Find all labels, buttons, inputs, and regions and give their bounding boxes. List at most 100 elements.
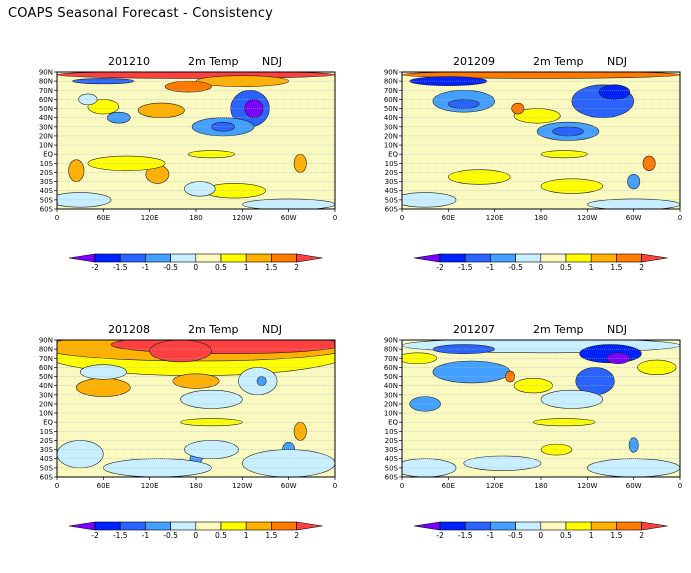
x-tick-label: 60E xyxy=(442,214,455,222)
colorbar-label: 1.5 xyxy=(610,531,622,540)
y-tick-label: 20N xyxy=(39,400,53,408)
colorbar: -2 -1.5 -1 -0.5 0 0.5 1 1.5 2 xyxy=(413,521,668,540)
colorbar-box xyxy=(220,521,247,531)
anomaly-region xyxy=(137,102,185,118)
map-panel-201208: 201208 2m Temp NDJ 90N 80N 70N 60N 50N 40N 30N… xyxy=(0,323,340,573)
colorbar-label: -1 xyxy=(487,263,495,272)
colorbar-box xyxy=(145,521,171,531)
y-tick-label: 60N xyxy=(39,364,53,372)
y-tick-label: 50N xyxy=(384,373,398,381)
y-tick-label: 50S xyxy=(385,464,399,472)
colorbar-label: 2 xyxy=(294,263,299,272)
y-tick-label: 40N xyxy=(39,114,53,122)
init-date: 201209 xyxy=(453,55,495,68)
y-tick-label: 70N xyxy=(39,355,53,363)
colorbar-box xyxy=(590,253,617,263)
anomaly-region xyxy=(448,99,480,109)
colorbar-arrow-low xyxy=(68,521,96,531)
y-tick-label: 50N xyxy=(39,105,53,113)
init-date: 201207 xyxy=(453,323,495,336)
colorbar: -2 -1.5 -1 -0.5 0 0.5 1 1.5 2 xyxy=(413,253,668,272)
colorbar-label: 0 xyxy=(538,531,543,540)
colorbar-label: 0.5 xyxy=(560,531,572,540)
anomaly-region xyxy=(76,378,131,397)
y-tick-label: 40S xyxy=(385,187,399,195)
y-tick-label: 30S xyxy=(385,178,399,186)
x-tick-label: 180 xyxy=(534,482,547,490)
colorbar-label: -1.5 xyxy=(458,263,473,272)
anomaly-region xyxy=(106,111,131,124)
anomaly-field xyxy=(57,340,335,477)
anomaly-region xyxy=(432,360,511,384)
y-tick-label: 60S xyxy=(40,474,54,482)
x-tick-label: 120E xyxy=(486,482,504,490)
colorbar-label: 0.5 xyxy=(215,263,227,272)
y-tick-label: 10S xyxy=(40,428,54,436)
x-tick-label: 60E xyxy=(442,482,455,490)
y-tick-label: 60S xyxy=(385,474,399,482)
y-tick-label: 20S xyxy=(385,169,399,177)
colorbar-label: 1 xyxy=(244,531,249,540)
anomaly-field xyxy=(402,340,680,477)
x-tick-label: 60W xyxy=(281,214,297,222)
y-tick-label: 60S xyxy=(40,206,54,214)
variable-label: 2m Temp xyxy=(533,55,584,68)
x-tick-label: 60W xyxy=(626,214,642,222)
x-tick-label: 120W xyxy=(577,482,597,490)
x-tick-label: 60E xyxy=(97,482,110,490)
colorbar-arrow-low xyxy=(413,253,441,263)
y-tick-label: 10S xyxy=(385,160,399,168)
colorbar-box xyxy=(145,253,171,263)
colorbar-label: 1.5 xyxy=(265,531,277,540)
x-tick-label: 120W xyxy=(577,214,597,222)
y-tick-label: 30N xyxy=(39,391,53,399)
colorbar-box xyxy=(616,521,642,531)
colorbar-label: 0.5 xyxy=(215,531,227,540)
colorbar-label: -1.5 xyxy=(113,263,128,272)
colorbar-box xyxy=(170,521,197,531)
y-tick-label: 50S xyxy=(385,196,399,204)
colorbar-label: -1.5 xyxy=(458,531,473,540)
colorbar-box xyxy=(565,521,592,531)
y-tick-label: EQ xyxy=(43,419,53,427)
x-tick-label: 180 xyxy=(189,214,202,222)
colorbar-box xyxy=(439,521,466,531)
anomaly-region xyxy=(184,181,216,197)
colorbar-label: 0 xyxy=(538,263,543,272)
anomaly-region xyxy=(164,80,212,93)
y-tick-label: EQ xyxy=(388,419,398,427)
colorbar: -2 -1.5 -1 -0.5 0 0.5 1 1.5 2 xyxy=(68,521,323,540)
y-tick-label: 30N xyxy=(39,123,53,131)
x-tick-label: 60E xyxy=(97,214,110,222)
y-tick-label: 20S xyxy=(40,169,54,177)
x-tick-label: 0 xyxy=(400,482,404,490)
colorbar-label: -0.5 xyxy=(163,263,178,272)
anomaly-region xyxy=(627,173,641,190)
colorbar-box xyxy=(439,253,466,263)
colorbar-label: -2 xyxy=(91,531,99,540)
anomaly-region xyxy=(513,108,561,124)
y-tick-label: 30N xyxy=(384,123,398,131)
colorbar-box xyxy=(515,253,542,263)
y-tick-label: 60N xyxy=(384,96,398,104)
colorbar-label: -2 xyxy=(436,263,444,272)
y-tick-label: 60N xyxy=(384,364,398,372)
y-tick-label: 20S xyxy=(40,437,54,445)
colorbar-box xyxy=(170,253,197,263)
anomaly-region xyxy=(552,126,584,137)
anomaly-region xyxy=(540,178,604,194)
panel-title: 201208 2m Temp NDJ xyxy=(0,323,340,339)
y-tick-label: 40N xyxy=(39,382,53,390)
init-date: 201208 xyxy=(108,323,150,336)
y-tick-label: 30S xyxy=(40,178,54,186)
colorbar-arrow-high xyxy=(641,521,668,531)
y-tick-label: 90N xyxy=(39,337,53,345)
y-tick-label: 50S xyxy=(40,464,54,472)
anomaly-region xyxy=(402,72,680,79)
anomaly-region xyxy=(180,389,243,409)
y-tick-label: 90N xyxy=(39,69,53,77)
colorbar-box xyxy=(119,253,146,263)
y-tick-label: 70N xyxy=(39,87,53,95)
y-tick-label: 90N xyxy=(384,337,398,345)
